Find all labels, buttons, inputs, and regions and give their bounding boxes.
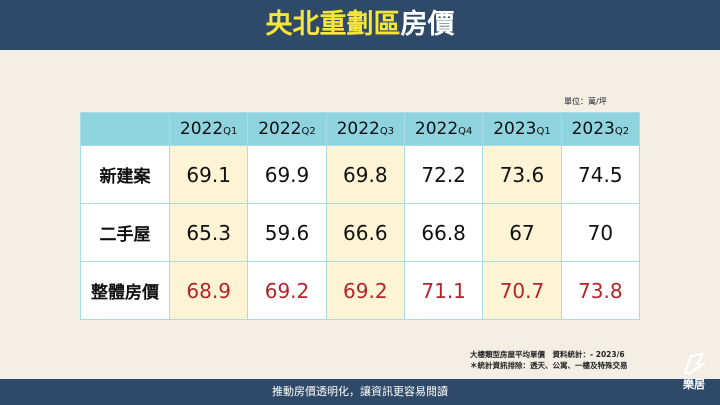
column-quarter: Q2 xyxy=(301,126,316,137)
column-year: 2022 xyxy=(336,119,380,139)
column-quarter: Q1 xyxy=(536,126,551,137)
title-highlight: 央北重劃區 xyxy=(265,9,401,40)
note: ＊統計資訊排除：透天、公寓、一樓及特殊交易 xyxy=(470,361,628,370)
cell-value: 69.8 xyxy=(325,145,405,204)
cell-value: 72.2 xyxy=(403,145,484,204)
logo-text: 樂居 xyxy=(683,378,705,391)
column-quarter: Q2 xyxy=(614,126,630,137)
title-rest: 房價 xyxy=(400,9,455,40)
cell-value: 73.8 xyxy=(560,261,641,320)
cell-value: 66.8 xyxy=(403,203,484,262)
column-header: 2023Q1 xyxy=(482,112,562,146)
table-row: 二手屋 65.3 59.6 66.6 66.8 67 70 xyxy=(80,203,641,262)
unit-label: 單位：萬/坪 xyxy=(564,97,607,106)
cell-value: 69.9 xyxy=(247,145,327,204)
row-label: 整體房價 xyxy=(80,261,170,320)
column-quarter: Q3 xyxy=(379,126,395,137)
column-year: 2022 xyxy=(414,119,459,139)
note: 大樓類型房屋平均單價 資料統計：- 2023/6 xyxy=(470,350,625,359)
column-year: 2022 xyxy=(258,119,302,139)
column-quarter: Q1 xyxy=(223,126,238,137)
cell-value: 65.3 xyxy=(168,203,249,262)
row-label: 新建案 xyxy=(80,145,170,204)
row-label: 二手屋 xyxy=(80,203,170,262)
column-year: 2023 xyxy=(493,119,537,139)
header-bar: 央北重劃區房價 xyxy=(0,0,720,50)
corner-cell xyxy=(80,112,170,146)
cell-value: 69.2 xyxy=(247,261,327,320)
cell-value: 74.5 xyxy=(560,145,641,204)
column-header: 2022Q1 xyxy=(168,112,249,146)
column-header: 2022Q2 xyxy=(247,112,327,146)
cell-value: 59.6 xyxy=(247,203,327,262)
cell-value: 70.7 xyxy=(482,261,562,320)
table-row: 新建案 69.1 69.9 69.8 72.2 73.6 74.5 xyxy=(80,145,641,204)
column-header: 2022Q4 xyxy=(403,112,484,146)
column-year: 2022 xyxy=(179,119,224,139)
cell-value: 70 xyxy=(560,203,641,262)
cell-value: 69.1 xyxy=(168,145,249,204)
column-header: 2023Q2 xyxy=(560,112,641,146)
logo-icon xyxy=(683,352,707,376)
price-table: 2022Q1 2022Q2 2022Q3 2022Q4 2023Q1 2023Q2 新建案 6… xyxy=(80,112,641,320)
cell-value: 66.6 xyxy=(325,203,405,262)
footer-bar: 推動房價透明化，讓資訊更容易閱讀 xyxy=(0,379,720,405)
table-row: 整體房價 68.9 69.2 69.2 71.1 70.7 73.8 xyxy=(80,261,641,320)
cell-value: 67 xyxy=(482,203,562,262)
cell-value: 73.6 xyxy=(482,145,562,204)
cell-value: 71.1 xyxy=(403,261,484,320)
cell-value: 69.2 xyxy=(325,261,405,320)
column-quarter: Q4 xyxy=(458,126,473,137)
column-year: 2023 xyxy=(571,119,615,139)
logo: 樂居 xyxy=(676,352,712,400)
notes: 大樓類型房屋平均單價 資料統計：- 2023/6 ＊統計資訊排除：透天、公寓、一樓… xyxy=(470,349,628,371)
column-header: 2022Q3 xyxy=(325,112,405,146)
header-row: 2022Q1 2022Q2 2022Q3 2022Q4 2023Q1 2023Q2 xyxy=(80,112,641,146)
cell-value: 68.9 xyxy=(168,261,249,320)
